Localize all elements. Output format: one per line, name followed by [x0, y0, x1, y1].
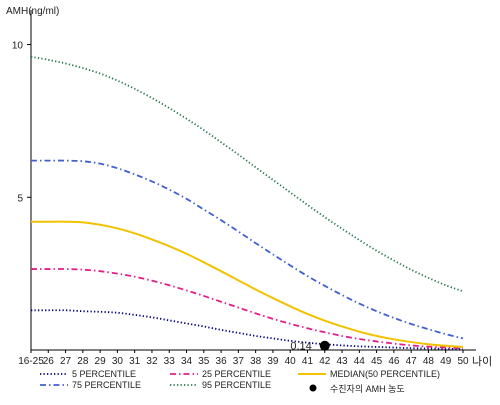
- x-tick-label: 41: [302, 356, 314, 367]
- x-tick-label: 42: [319, 356, 331, 367]
- patient-amh-point: [319, 340, 330, 351]
- x-tick-label: 45: [371, 356, 383, 367]
- x-tick-label: 37: [233, 356, 245, 367]
- y-tick-label: 10: [12, 41, 24, 52]
- x-tick-label: 43: [336, 356, 348, 367]
- series-line-75-percentile: [31, 159, 464, 340]
- legend-patient-label: 수진자의 AMH 농도: [330, 384, 405, 394]
- x-tick-label: 30: [112, 356, 124, 367]
- x-tick-label: 31: [129, 356, 141, 367]
- x-tick-label: 49: [440, 356, 452, 367]
- x-tick-label: 26: [43, 356, 55, 367]
- series-line-95-percentile: [30, 55, 464, 293]
- x-axis-title: 나이: [472, 355, 492, 368]
- series-line-25-percentile: [30, 268, 464, 350]
- x-tick-label: 28: [77, 356, 89, 367]
- x-tick-label: 32: [146, 356, 158, 367]
- x-tick-label: 38: [250, 356, 262, 367]
- x-tick-label: 40: [285, 356, 297, 367]
- y-tick-label: 5: [17, 193, 23, 204]
- series-line-median-50-percentile: [30, 220, 464, 348]
- legend-patient-marker: [309, 384, 317, 392]
- x-tick-label: 29: [95, 356, 107, 367]
- legend-label: 95 PERCENTILE: [202, 380, 271, 390]
- x-tick-label: 36: [216, 356, 228, 367]
- patient-amh-value-label: 0.14: [290, 341, 311, 353]
- x-tick-label: 46: [388, 356, 400, 367]
- x-tick-label: 27: [60, 356, 72, 367]
- legend-label: 5 PERCENTILE: [72, 369, 136, 379]
- x-tick-label: 50: [457, 356, 469, 367]
- x-tick-label: 48: [423, 356, 435, 367]
- legend-label: 75 PERCENTILE: [72, 380, 141, 390]
- x-tick-label: 33: [164, 356, 176, 367]
- x-tick-label: 39: [267, 356, 279, 367]
- x-tick-label: 47: [406, 356, 418, 367]
- series-line-5-percentile: [30, 309, 464, 350]
- x-tick-label: 34: [181, 356, 193, 367]
- legend-label: MEDIAN(50 PERCENTILE): [330, 369, 440, 379]
- x-tick-label: 44: [354, 356, 366, 367]
- x-tick-label: 35: [198, 356, 210, 367]
- legend-label: 25 PERCENTILE: [202, 369, 271, 379]
- y-axis-title: AMH(ng/ml): [6, 6, 59, 17]
- x-tick-label: 16-25: [18, 356, 44, 367]
